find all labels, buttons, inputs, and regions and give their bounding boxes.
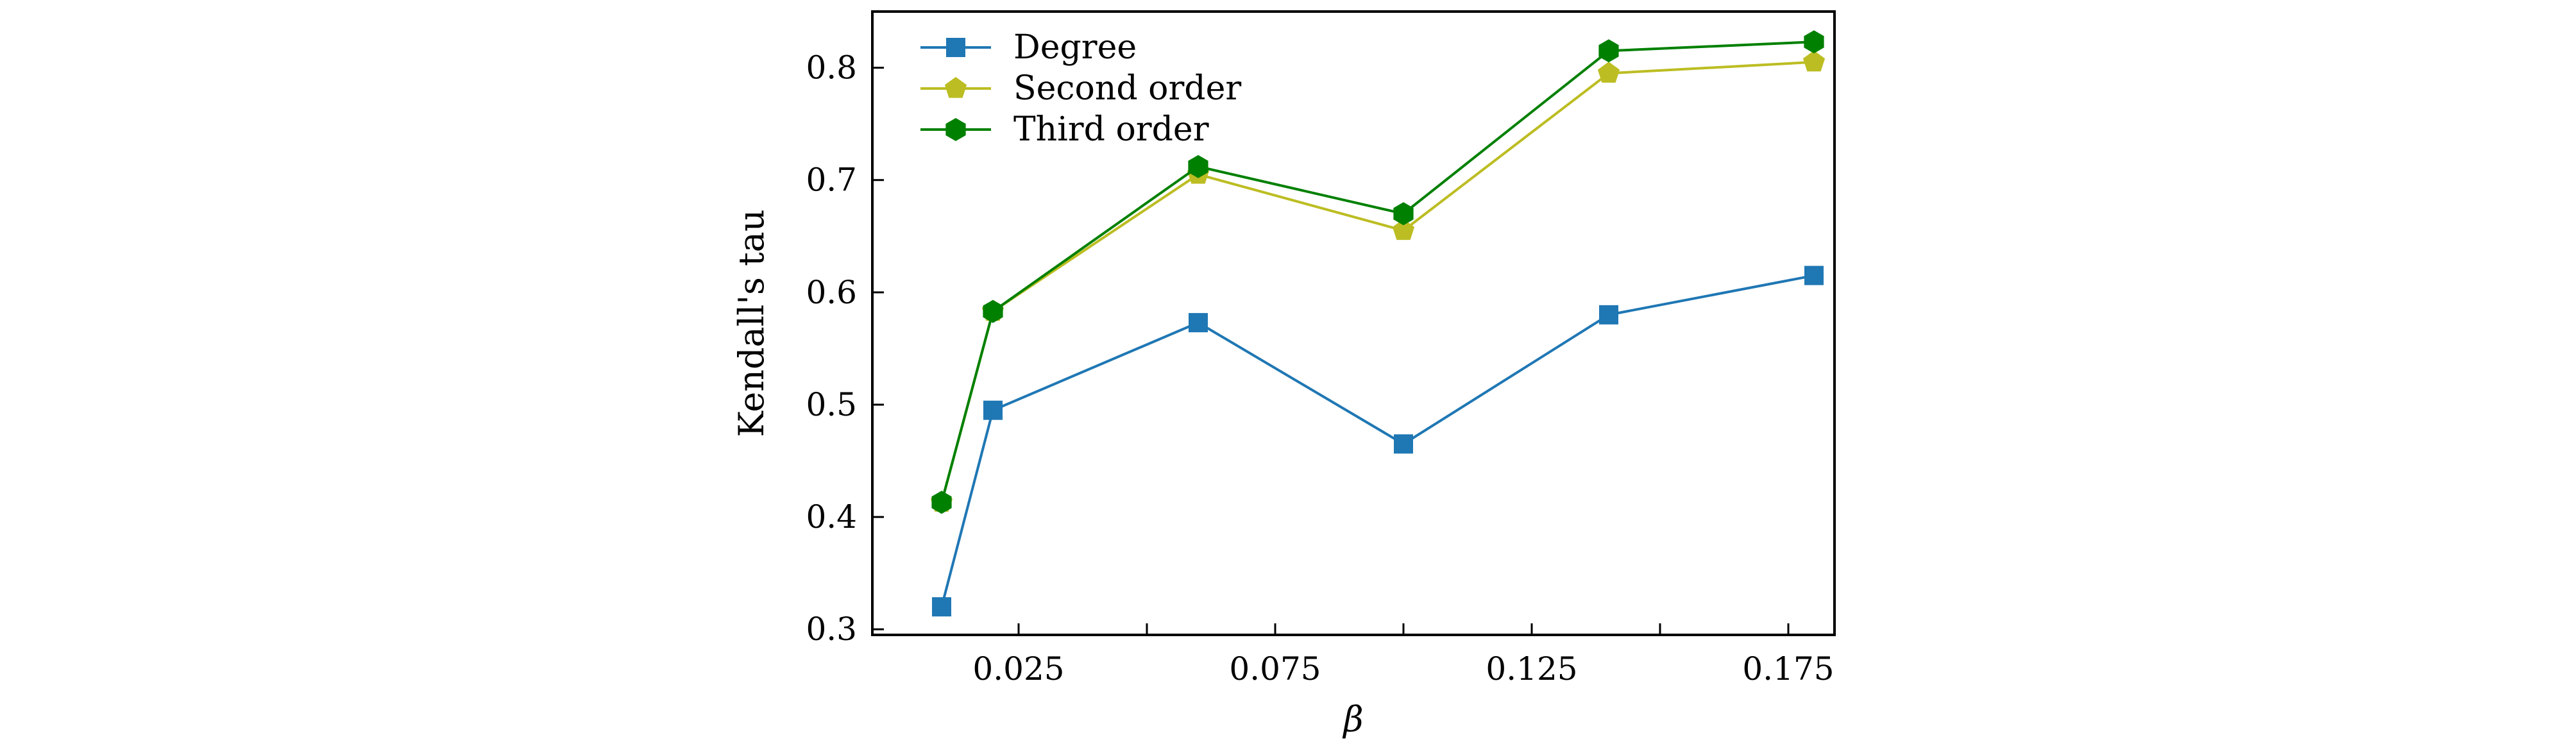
y-axis-label: Kendall's tau [731,209,772,437]
x-tick-label: 0.125 [1486,650,1577,687]
legend-marker [944,77,967,98]
series-third-order [931,30,1824,514]
y-tick-label: 0.5 [806,386,857,423]
data-point [1189,313,1208,333]
x-tick-label: 0.175 [1742,650,1834,687]
legend-label: Third order [1013,110,1209,149]
legend-marker [945,118,966,141]
data-point [1804,30,1824,54]
data-point [1393,202,1414,226]
data-point [1802,50,1826,72]
data-point [1598,39,1619,63]
data-point [983,400,1003,420]
series-line [940,40,1815,503]
legend-marker [946,38,965,57]
plot-frame [871,10,1836,636]
y-tick-label: 0.6 [806,274,857,311]
legend-label: Degree [1013,28,1137,67]
x-axis-label: β [1342,699,1363,739]
series-line [940,274,1815,607]
data-point [1599,305,1618,325]
y-tick-label: 0.4 [806,498,857,535]
y-tick-label: 0.7 [806,162,857,199]
x-tick-label: 0.025 [972,650,1064,687]
data-point [932,597,951,617]
legend-label: Second order [1013,69,1241,108]
series-degree [932,266,1824,617]
data-point [931,491,952,514]
data-point [1804,266,1824,285]
data-point [1392,219,1415,240]
y-tick-label: 0.3 [806,611,857,648]
x-tick-label: 0.075 [1229,650,1321,687]
y-tick-label: 0.8 [806,49,857,87]
axis-ticks: 0.3 0.4 0.5 0.6 0.7 0.8 0.025 0.075 0.125 0.175 [806,49,1834,687]
plot-area [930,30,1826,617]
data-point [1597,62,1620,83]
data-point [1188,155,1208,178]
data-point [1394,434,1413,454]
data-point [983,299,1003,323]
